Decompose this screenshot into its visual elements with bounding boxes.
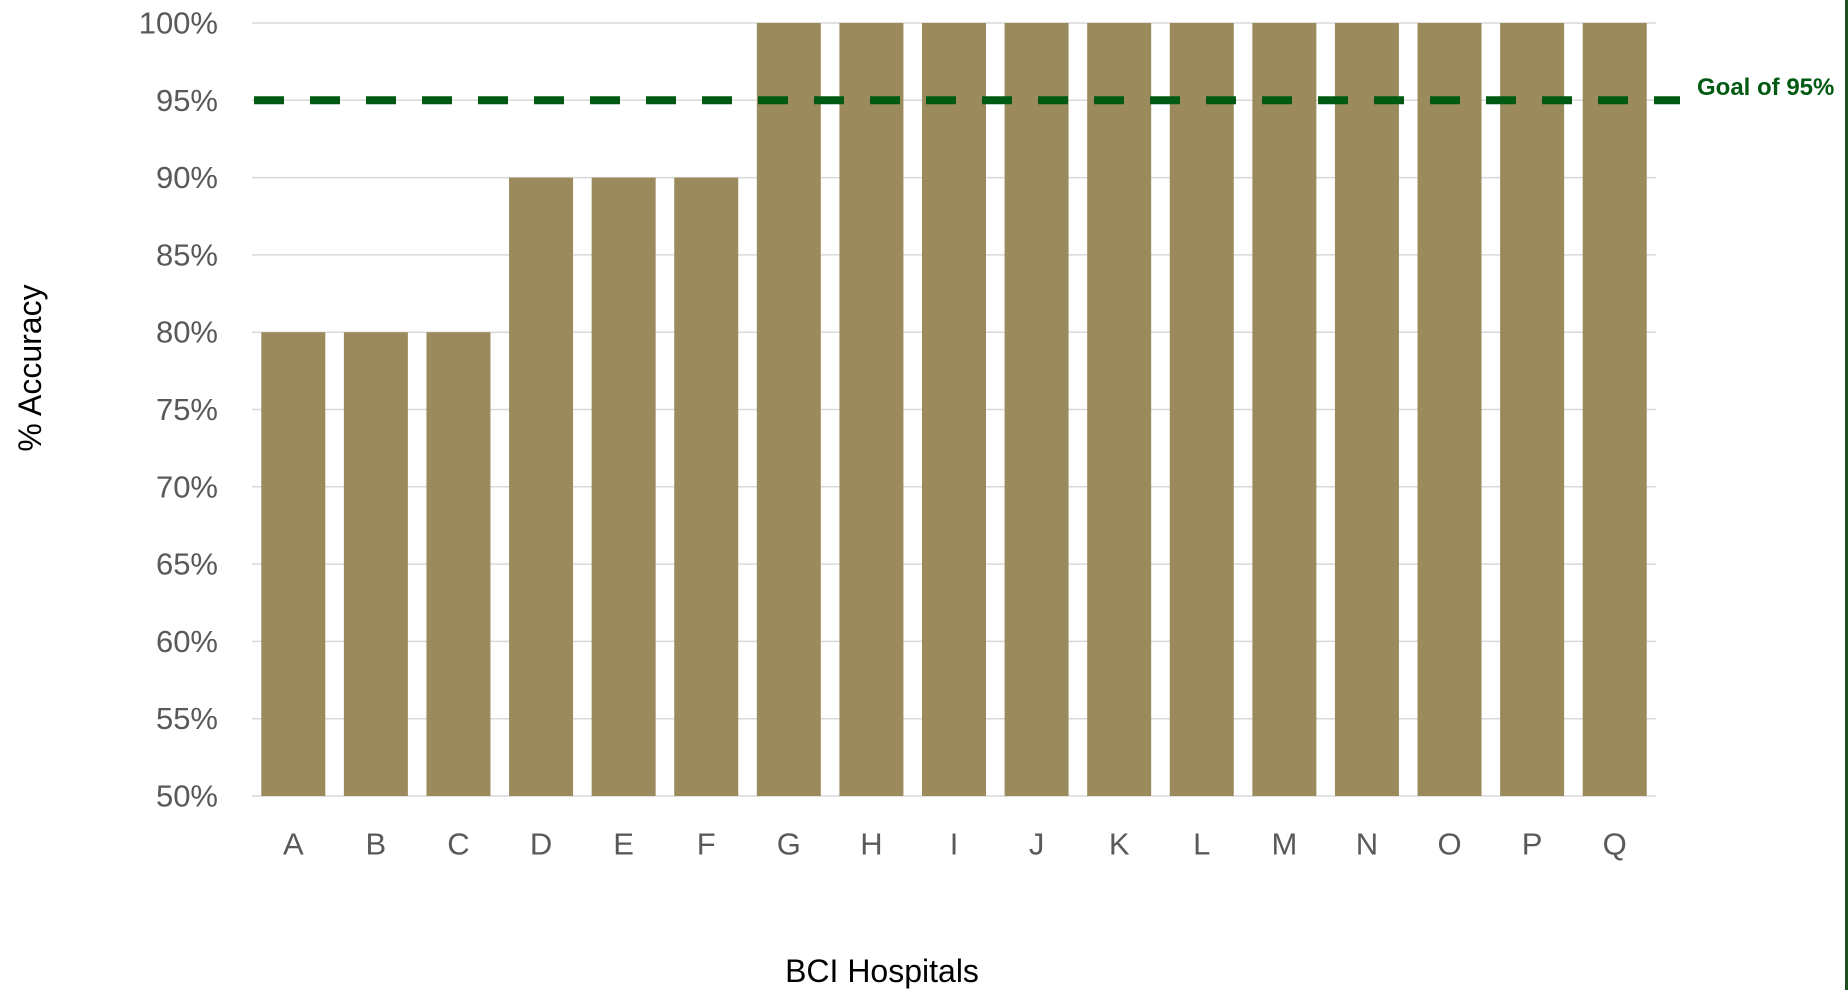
x-tick-label: O [1437,827,1461,862]
y-tick-label: 80% [156,315,218,350]
y-tick-label: 55% [156,701,218,736]
y-tick-label: 70% [156,469,218,504]
y-tick-label: 65% [156,547,218,582]
y-axis-tick-labels: 50% 55% 60% 65% 70% 75% 80% 85% 90% 95% 100% [139,6,218,814]
bar-i [922,23,986,796]
x-tick-label: E [613,827,634,862]
y-tick-label: 50% [156,779,218,814]
bar-k [1087,23,1152,796]
right-edge-border [1845,0,1848,990]
y-tick-label: 95% [156,83,218,118]
bar-c [426,332,491,796]
x-tick-label: Q [1603,827,1627,862]
bar-l [1169,23,1234,796]
y-tick-label: 100% [139,6,218,41]
x-tick-label: F [697,827,716,862]
x-tick-label: P [1522,827,1543,862]
x-tick-label: N [1356,827,1378,862]
x-tick-label: M [1271,827,1297,862]
bar-o [1417,23,1482,796]
bar-n [1334,23,1399,796]
x-tick-label: J [1029,827,1045,862]
x-tick-label: A [283,827,304,862]
y-tick-label: 85% [156,237,218,272]
y-axis-title: % Accuracy [12,284,48,451]
x-tick-label: K [1109,827,1130,862]
goal-label: Goal of 95% [1697,74,1834,101]
x-tick-label: H [860,827,882,862]
bar-f [674,177,739,797]
x-axis-tick-labels: A B C D E F G H I J K L M N O P Q [283,827,1627,862]
bar-h [839,23,904,796]
bar-g [756,23,821,796]
x-tick-label: I [950,827,959,862]
bar-d [509,177,574,797]
x-tick-label: B [366,827,387,862]
bar-a [261,332,326,796]
x-tick-label: G [777,827,801,862]
y-tick-label: 90% [156,160,218,195]
y-tick-label: 75% [156,392,218,427]
bar-b [343,332,408,796]
y-tick-label: 60% [156,624,218,659]
x-tick-label: D [530,827,552,862]
goal-reference: Goal of 95% [254,74,1834,105]
bar-j [1004,23,1069,796]
x-axis-title: BCI Hospitals [785,953,979,989]
bars [261,23,1647,797]
bar-e [591,177,656,797]
bar-p [1500,23,1565,796]
x-tick-label: L [1193,827,1210,862]
bar-m [1252,23,1317,796]
bar-q [1582,23,1647,796]
x-tick-label: C [447,827,469,862]
